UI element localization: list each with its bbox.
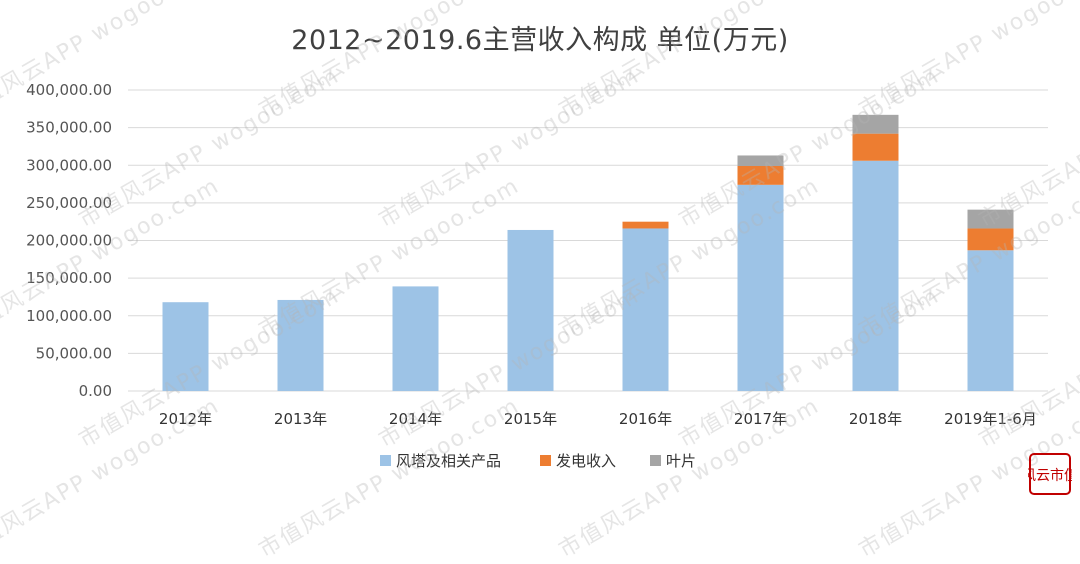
x-tick-label: 2017年 xyxy=(734,410,787,428)
x-tick-label: 2013年 xyxy=(274,410,327,428)
bar-segment xyxy=(507,229,554,391)
x-tick-label: 2014年 xyxy=(389,410,442,428)
x-tick-label: 2018年 xyxy=(849,410,902,428)
bars xyxy=(162,114,1014,391)
chart-title: 2012~2019.6主营收入构成 单位(万元) xyxy=(291,25,789,56)
y-tick-label: 300,000.00 xyxy=(26,156,112,174)
bar-segment xyxy=(967,228,1014,251)
bar-segment xyxy=(622,221,669,229)
bar-segment xyxy=(852,114,899,134)
x-tick-label: 2012年 xyxy=(159,410,212,428)
x-tick-label: 2019年1-6月 xyxy=(944,410,1037,428)
bar-segment xyxy=(737,166,784,185)
bar-segment xyxy=(622,228,669,391)
y-tick-label: 100,000.00 xyxy=(26,307,112,325)
y-tick-label: 0.00 xyxy=(79,382,112,400)
x-axis: 2012年 2013年 2014年 2015年 2016年 2017年 2018年 2019年… xyxy=(159,410,1037,428)
y-tick-label: 150,000.00 xyxy=(26,269,112,287)
grid-lines xyxy=(128,89,1048,392)
legend-swatch xyxy=(380,455,391,466)
legend-swatch xyxy=(650,455,661,466)
bar-segment xyxy=(162,302,209,391)
stacked-bar-chart: 0.00 50,000.00 100,000.00 150,000.00 200,000… xyxy=(26,81,1048,470)
y-tick-label: 400,000.00 xyxy=(26,81,112,99)
y-tick-label: 200,000.00 xyxy=(26,232,112,250)
bar-segment xyxy=(967,209,1014,229)
y-axis: 0.00 50,000.00 100,000.00 150,000.00 200,000… xyxy=(26,81,112,400)
legend-label: 叶片 xyxy=(666,452,696,470)
legend-swatch xyxy=(540,455,551,466)
y-tick-label: 350,000.00 xyxy=(26,119,112,137)
bar-segment xyxy=(737,184,784,391)
bar-segment xyxy=(392,286,439,391)
legend-label: 风塔及相关产品 xyxy=(396,452,501,470)
y-tick-label: 50,000.00 xyxy=(36,344,112,362)
legend-label: 发电收入 xyxy=(556,452,616,470)
bar-segment xyxy=(967,250,1014,391)
bar-segment xyxy=(737,155,784,167)
bar-segment xyxy=(852,160,899,391)
bar-segment xyxy=(277,299,324,391)
x-tick-label: 2016年 xyxy=(619,410,672,428)
watermark-logo: 风云市值 xyxy=(1028,453,1072,495)
legend: 风塔及相关产品 发电收入 叶片 xyxy=(380,452,696,470)
x-tick-label: 2015年 xyxy=(504,410,557,428)
y-tick-label: 250,000.00 xyxy=(26,194,112,212)
bar-segment xyxy=(852,133,899,161)
logo-text: 风云市值 xyxy=(1028,467,1072,484)
